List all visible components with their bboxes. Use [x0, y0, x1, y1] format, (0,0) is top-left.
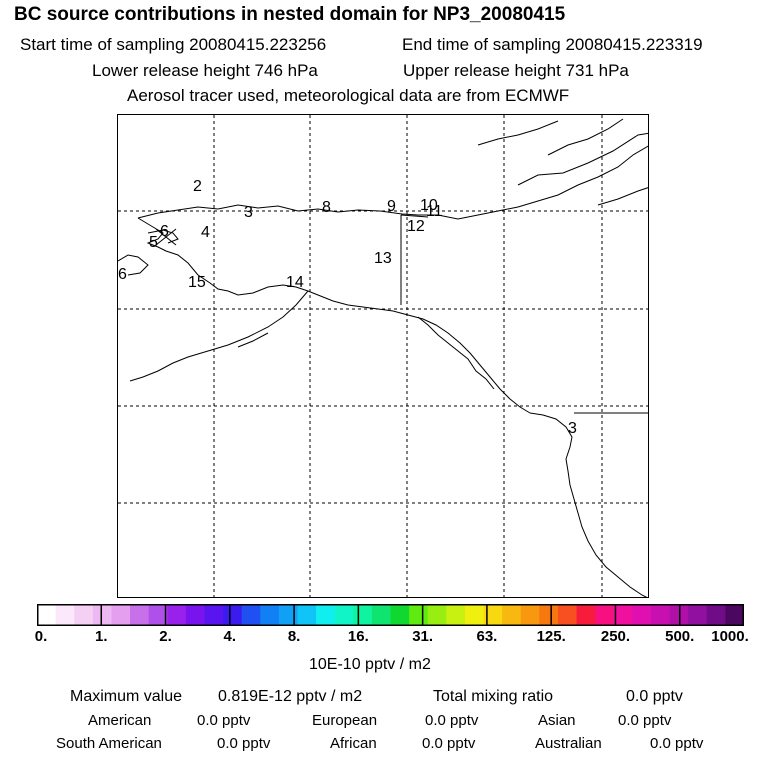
colorbar-swatch: [390, 604, 410, 626]
map-panel: 2 3 8 9 10 11 12 6 4 5 13 6 15 14 3: [117, 114, 649, 598]
map-canvas: 2 3 8 9 10 11 12 6 4 5 13 6 15 14 3: [118, 115, 648, 597]
colorbar-swatch: [520, 604, 540, 626]
colorbar-border: [37, 604, 744, 626]
map-label: 10: [420, 197, 438, 214]
colorbar-tick-label: 125.: [536, 628, 566, 645]
source-name: Australian: [535, 735, 602, 752]
source-value: 0.0 pptv: [197, 712, 251, 729]
colorbar-swatch: [706, 604, 726, 626]
end-time-text: End time of sampling 20080415.223319: [402, 35, 703, 54]
map-label: 14: [286, 274, 304, 291]
source-value: 0.0 pptv: [217, 735, 271, 752]
lower-height-text: Lower release height 746 hPa: [92, 61, 318, 80]
colorbar-swatch: [576, 604, 596, 626]
colorbar-tick-label: 250.: [600, 628, 631, 645]
colorbar-swatch: [241, 604, 261, 626]
map-grid: [118, 115, 648, 597]
upper-height-text: Upper release height 731 hPa: [403, 61, 629, 80]
colorbar-tick-label: 1.: [95, 628, 108, 645]
source-name: Asian: [538, 712, 576, 729]
source-name: American: [88, 712, 152, 729]
colorbar-swatch: [111, 604, 131, 626]
colorbar-swatch: [74, 604, 94, 626]
colorbar-tick-label: 8.: [287, 628, 301, 645]
colorbar-swatch: [427, 604, 447, 626]
colorbar-swatch: [37, 604, 57, 626]
colorbar-swatch: [334, 604, 354, 626]
colorbar-swatch: [409, 604, 429, 626]
colorbar-swatch: [148, 604, 168, 626]
total-mixing-label: Total mixing ratio: [433, 688, 554, 705]
colorbar-swatch: [316, 604, 336, 626]
tracer-note-text: Aerosol tracer used, meteorological data…: [127, 86, 570, 105]
map-label: 6: [160, 223, 169, 240]
colorbar-swatch: [725, 604, 744, 626]
map-label: 6: [118, 266, 127, 283]
colorbar-swatch: [650, 604, 671, 626]
map-label: 13: [374, 250, 392, 267]
max-value-label: Maximum value: [70, 688, 183, 705]
colorbar-swatch: [688, 604, 708, 626]
colorbar-swatch: [539, 604, 559, 626]
colorbar-tick-label: 500.: [665, 628, 695, 645]
colorbar-tick-label: 31.: [412, 628, 434, 645]
start-time-text: Start time of sampling 20080415.223256: [20, 35, 327, 54]
point-marker: [155, 228, 177, 246]
colorbar-swatch: [204, 604, 224, 626]
plot-title: BC source contributions in nested domain…: [14, 4, 566, 25]
max-value: 0.819E-12 pptv / m2: [218, 688, 363, 705]
source-name: South American: [56, 735, 162, 752]
colorbar-swatch: [483, 604, 503, 626]
colorbar-swatch: [130, 604, 150, 626]
source-value: 0.0 pptv: [425, 712, 479, 729]
map-label: 8: [322, 199, 331, 216]
map-label: 11: [426, 203, 443, 220]
source-name: African: [330, 735, 377, 752]
source-labels: 2 3 8 9 10 11 12 6 4 5 13 6 15 14 3: [118, 178, 577, 437]
colorbar-tick-label: 2.: [159, 628, 172, 645]
colorbar-swatch: [185, 604, 205, 626]
colorbar-swatch: [613, 604, 633, 626]
source-value: 0.0 pptv: [618, 712, 672, 729]
colorbar-tick-label: 4.: [223, 628, 237, 645]
map-label: 2: [193, 178, 202, 195]
total-mixing-value: 0.0 pptv: [626, 688, 683, 705]
colorbar-swatch: [371, 604, 391, 626]
map-label: 12: [407, 218, 425, 235]
source-value: 0.0 pptv: [650, 735, 704, 752]
map-label: 3: [568, 420, 577, 437]
colorbar-tick-label: 1000.: [711, 628, 749, 645]
colorbar-swatch: [595, 604, 615, 626]
colorbar-swatch: [260, 604, 280, 626]
colorbar-swatch: [502, 604, 522, 626]
colorbar-swatch: [464, 604, 485, 626]
map-label: 4: [201, 224, 210, 241]
colorbar-swatch: [55, 604, 75, 626]
colorbar-tick-label: 63.: [476, 628, 498, 645]
colorbar-swatch: [632, 604, 652, 626]
map-label: 3: [244, 204, 253, 221]
map-label: 15: [188, 274, 206, 291]
colorbar-swatch: [353, 604, 373, 626]
colorbar-swatch: [557, 604, 578, 626]
colorbar-swatch: [167, 604, 187, 626]
colorbar-tick-label: 16.: [347, 628, 369, 645]
colorbar-swatch: [278, 604, 298, 626]
colorbar-tick-label: 0.: [34, 628, 48, 645]
colorbar-swatch: [223, 604, 243, 626]
colorbar: [37, 604, 744, 626]
colorbar-swatch: [297, 604, 317, 626]
colorbar-unit: 10E-10 pptv / m2: [309, 656, 431, 673]
source-value: 0.0 pptv: [422, 735, 476, 752]
colorbar-swatch: [92, 604, 112, 626]
colorbar-swatch: [446, 604, 466, 626]
map-label: 5: [149, 234, 158, 251]
map-label: 9: [387, 198, 396, 215]
source-name: European: [312, 712, 378, 729]
